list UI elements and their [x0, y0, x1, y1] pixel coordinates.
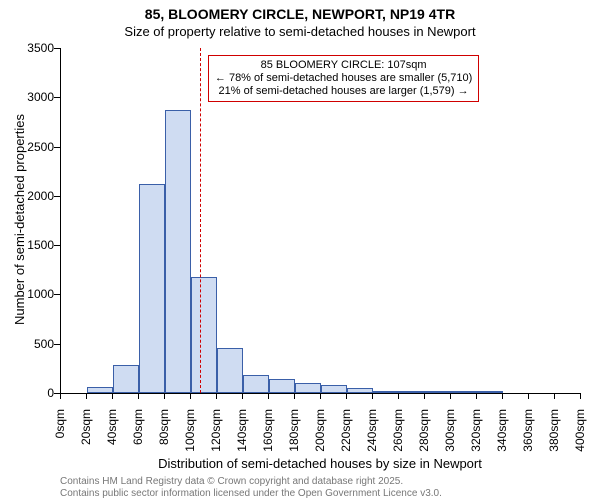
- x-tick-mark: [190, 393, 191, 399]
- annotation-line: 21% of semi-detached houses are larger (…: [215, 85, 472, 98]
- histogram-bar: [217, 348, 243, 393]
- y-tick-mark: [54, 147, 60, 148]
- y-tick-label: 0: [0, 387, 54, 399]
- x-tick-mark: [346, 393, 347, 399]
- x-tick-label: 0sqm: [54, 409, 66, 459]
- x-tick-label: 160sqm: [262, 409, 274, 459]
- x-tick-label: 60sqm: [132, 409, 144, 459]
- x-tick-mark: [138, 393, 139, 399]
- x-tick-mark: [424, 393, 425, 399]
- x-tick-label: 80sqm: [158, 409, 170, 459]
- y-tick-label: 500: [0, 338, 54, 350]
- x-tick-mark: [528, 393, 529, 399]
- histogram-bar: [399, 391, 425, 393]
- x-tick-label: 180sqm: [288, 409, 300, 459]
- histogram-bar: [425, 391, 451, 393]
- x-tick-mark: [502, 393, 503, 399]
- histogram-bar: [165, 110, 191, 393]
- x-tick-mark: [242, 393, 243, 399]
- y-tick-mark: [54, 245, 60, 246]
- x-tick-mark: [216, 393, 217, 399]
- plot-area: 85 BLOOMERY CIRCLE: 107sqm← 78% of semi-…: [60, 48, 581, 394]
- histogram-bar: [191, 277, 217, 393]
- annotation-line: ← 78% of semi-detached houses are smalle…: [215, 72, 472, 85]
- y-tick-mark: [54, 48, 60, 49]
- property-marker-line: [200, 48, 202, 393]
- y-tick-label: 1000: [0, 288, 54, 300]
- x-tick-mark: [398, 393, 399, 399]
- x-tick-label: 140sqm: [236, 409, 248, 459]
- annotation-box: 85 BLOOMERY CIRCLE: 107sqm← 78% of semi-…: [208, 55, 479, 102]
- x-tick-label: 100sqm: [184, 409, 196, 459]
- chart-subtitle: Size of property relative to semi-detach…: [0, 24, 600, 39]
- x-tick-mark: [294, 393, 295, 399]
- x-tick-mark: [450, 393, 451, 399]
- histogram-bar: [451, 391, 477, 393]
- x-tick-label: 40sqm: [106, 409, 118, 459]
- x-tick-label: 120sqm: [210, 409, 222, 459]
- x-tick-label: 400sqm: [574, 409, 586, 459]
- y-tick-label: 3500: [0, 42, 54, 54]
- y-tick-label: 2500: [0, 141, 54, 153]
- x-tick-mark: [554, 393, 555, 399]
- histogram-bar: [347, 388, 373, 393]
- histogram-bar: [269, 379, 295, 393]
- x-tick-mark: [60, 393, 61, 399]
- histogram-bar: [295, 383, 321, 393]
- y-tick-mark: [54, 196, 60, 197]
- x-tick-label: 300sqm: [444, 409, 456, 459]
- x-tick-mark: [320, 393, 321, 399]
- y-tick-mark: [54, 344, 60, 345]
- x-tick-label: 20sqm: [80, 409, 92, 459]
- annotation-line: 85 BLOOMERY CIRCLE: 107sqm: [215, 59, 472, 72]
- histogram-bar: [113, 365, 139, 393]
- histogram-bar: [373, 391, 399, 393]
- x-tick-label: 260sqm: [392, 409, 404, 459]
- y-tick-mark: [54, 294, 60, 295]
- x-tick-label: 240sqm: [366, 409, 378, 459]
- x-tick-mark: [372, 393, 373, 399]
- x-tick-label: 320sqm: [470, 409, 482, 459]
- x-tick-label: 200sqm: [314, 409, 326, 459]
- histogram-bar: [139, 184, 165, 393]
- y-tick-label: 3000: [0, 91, 54, 103]
- x-tick-mark: [86, 393, 87, 399]
- footer-line-2: Contains public sector information licen…: [60, 488, 580, 500]
- x-tick-label: 360sqm: [522, 409, 534, 459]
- x-tick-label: 280sqm: [418, 409, 430, 459]
- chart-title: 85, BLOOMERY CIRCLE, NEWPORT, NP19 4TR: [0, 6, 600, 22]
- x-tick-mark: [476, 393, 477, 399]
- x-tick-label: 220sqm: [340, 409, 352, 459]
- x-tick-mark: [268, 393, 269, 399]
- histogram-bar: [321, 385, 347, 393]
- y-tick-label: 1500: [0, 239, 54, 251]
- chart-container: 85, BLOOMERY CIRCLE, NEWPORT, NP19 4TR S…: [0, 0, 600, 500]
- histogram-bar: [477, 391, 503, 393]
- histogram-bar: [87, 387, 113, 393]
- x-tick-mark: [112, 393, 113, 399]
- y-tick-mark: [54, 97, 60, 98]
- footer-line-1: Contains HM Land Registry data © Crown c…: [60, 476, 580, 488]
- x-tick-label: 380sqm: [548, 409, 560, 459]
- y-tick-label: 2000: [0, 190, 54, 202]
- x-tick-mark: [580, 393, 581, 399]
- histogram-bar: [243, 375, 269, 393]
- x-tick-mark: [164, 393, 165, 399]
- x-tick-label: 340sqm: [496, 409, 508, 459]
